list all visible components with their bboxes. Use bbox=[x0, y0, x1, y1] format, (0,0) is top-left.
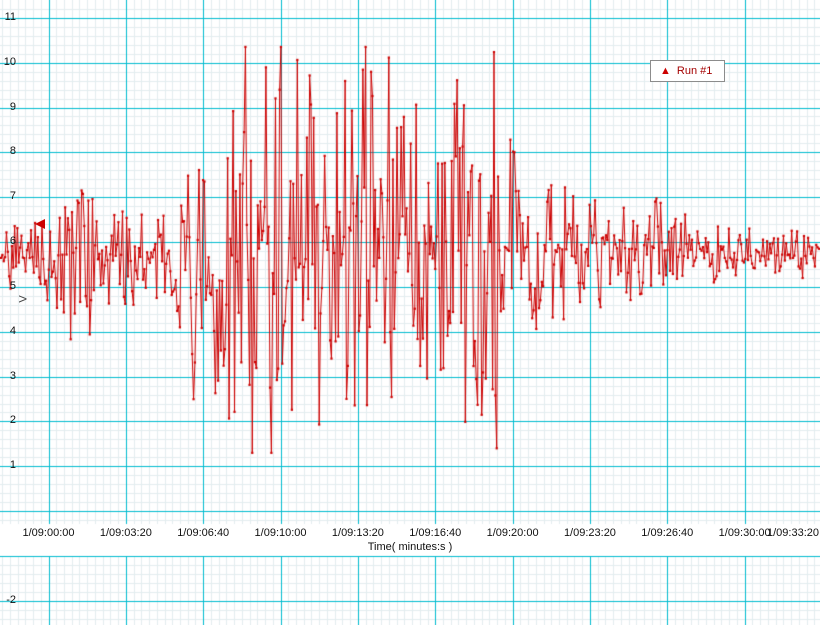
y-tick-label: 5 bbox=[9, 279, 16, 292]
y-axis-title: V bbox=[17, 295, 30, 303]
x-tick-label: 1/09:13:20 bbox=[331, 527, 384, 539]
y-axis-cursor-icon[interactable] bbox=[35, 219, 45, 230]
x-tick-label: 1/09:06:40 bbox=[177, 527, 230, 539]
x-tick-label: 1/09:30:00 bbox=[718, 527, 771, 539]
x-tick-label: 1/09:20:00 bbox=[486, 527, 539, 539]
y-tick-label: 2 bbox=[9, 414, 16, 427]
y-tick-label: 10 bbox=[3, 55, 16, 68]
y-axis-tick-labels: 11 10 9 8 7 6 5 4 3 2 1 -2 bbox=[0, 0, 18, 625]
x-tick-label: 1/09:26:40 bbox=[641, 527, 694, 539]
x-tick-label: 1/09:16:40 bbox=[409, 527, 462, 539]
legend-triangle-icon: ▲ bbox=[660, 64, 671, 77]
x-tick-label: 1/09:10:00 bbox=[254, 527, 307, 539]
y-tick-label: 7 bbox=[9, 190, 16, 203]
y-tick-label: 3 bbox=[9, 369, 16, 382]
y-tick-label: 6 bbox=[9, 235, 16, 248]
x-tick-label: 1/09:33:20 bbox=[767, 527, 819, 539]
x-tick-label: 1/09:23:20 bbox=[563, 527, 616, 539]
y-tick-label: 9 bbox=[9, 100, 16, 113]
legend-box[interactable]: ▲ Run #1 bbox=[650, 60, 726, 82]
y-tick-label: 4 bbox=[9, 324, 16, 337]
x-axis-tick-labels: 1/09:00:00 1/09:03:20 1/09:06:40 1/09:10:00… bbox=[0, 527, 820, 541]
x-tick-label: 1/09:03:20 bbox=[99, 527, 152, 539]
x-tick-label: 1/09:00:00 bbox=[22, 527, 75, 539]
y-tick-label: 8 bbox=[9, 145, 16, 158]
y-tick-label: -2 bbox=[6, 593, 16, 606]
y-tick-label: 1 bbox=[9, 459, 16, 472]
legend-label: Run #1 bbox=[676, 65, 713, 77]
x-axis-title: Time( minutes:s ) bbox=[367, 541, 453, 553]
y-tick-label: 11 bbox=[4, 10, 16, 23]
